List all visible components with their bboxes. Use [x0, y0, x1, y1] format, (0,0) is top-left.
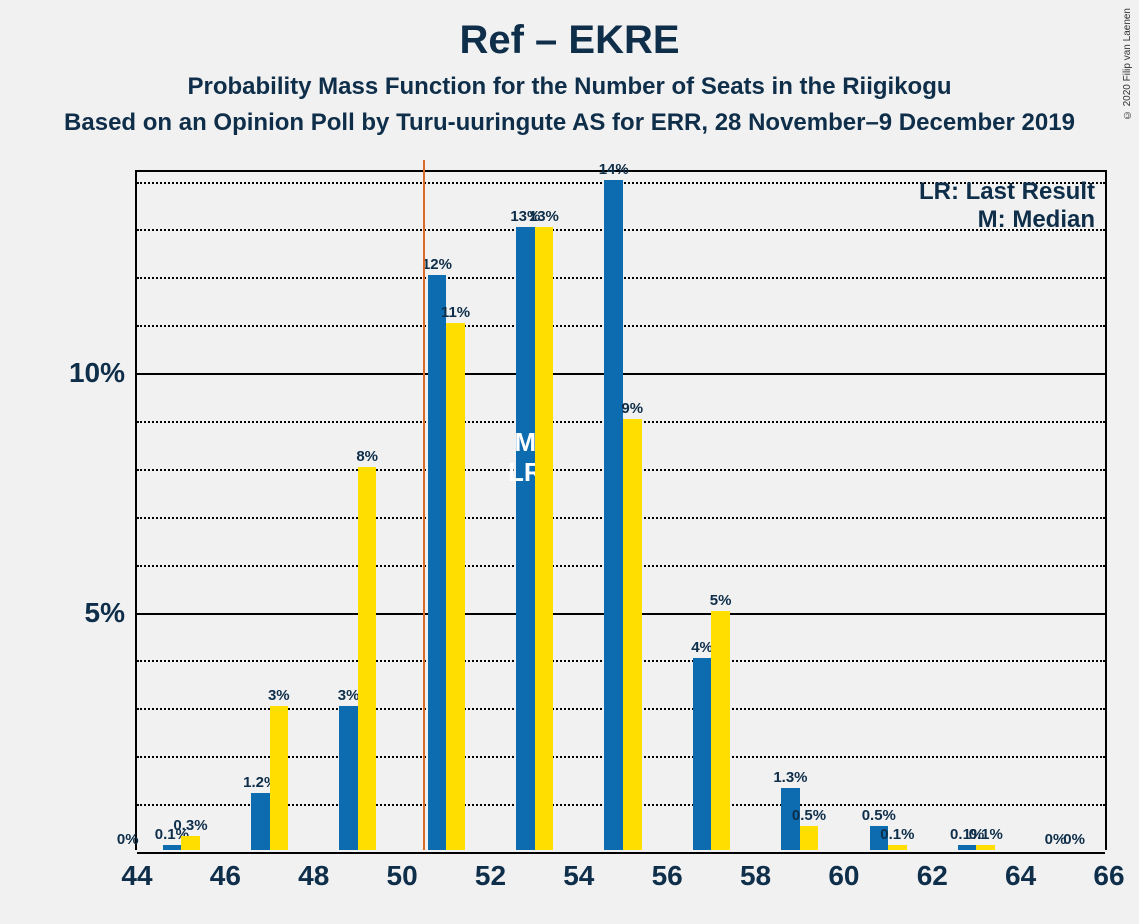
- x-tick-label: 58: [740, 850, 771, 892]
- x-tick-label: 46: [210, 850, 241, 892]
- bar-yellow: 0.5%: [800, 826, 819, 850]
- bar-label: 0.5%: [792, 807, 826, 826]
- bar-blue: 4%: [693, 658, 712, 850]
- bar-blue: 3%: [339, 706, 358, 850]
- x-tick-label: 62: [917, 850, 948, 892]
- bar-yellow: 0.1%: [888, 845, 907, 850]
- bar-yellow: 0.3%: [181, 836, 200, 850]
- bar-yellow: 3%: [270, 706, 289, 850]
- chart: 5%10%4446485052545658606264660%0.1%0.3%1…: [0, 0, 1139, 924]
- bar-label: 0.1%: [880, 826, 914, 845]
- x-tick-label: 66: [1093, 850, 1124, 892]
- bar-label: 0.1%: [969, 826, 1003, 845]
- bar-blue: 13%MLR: [516, 227, 535, 850]
- plot-area: 5%10%4446485052545658606264660%0.1%0.3%1…: [135, 170, 1107, 850]
- bar-label: 9%: [621, 400, 643, 419]
- x-tick-label: 50: [387, 850, 418, 892]
- y-tick-label: 10%: [69, 357, 137, 389]
- y-tick-label: 5%: [85, 597, 137, 629]
- x-tick-label: 48: [298, 850, 329, 892]
- x-tick-label: 64: [1005, 850, 1036, 892]
- bar-label: 11%: [441, 304, 470, 323]
- bar-label: 1.3%: [773, 769, 807, 788]
- legend-m: M: Median: [919, 206, 1095, 234]
- legend: LR: Last ResultM: Median: [919, 178, 1095, 234]
- bar-blue: 1.2%: [251, 793, 270, 850]
- bar-label: 3%: [338, 687, 360, 706]
- bar-label: 14%: [599, 161, 629, 180]
- bar-label: 0.3%: [173, 817, 207, 836]
- bar-label: 5%: [710, 592, 732, 611]
- bar-blue: 14%: [604, 180, 623, 850]
- bar-label: 8%: [356, 448, 378, 467]
- bar-yellow: 11%: [446, 323, 465, 850]
- x-tick-label: 52: [475, 850, 506, 892]
- x-tick-label: 60: [828, 850, 859, 892]
- last-result-line: [423, 160, 425, 850]
- bar-label: 13%: [529, 208, 559, 227]
- bar-label: 0%: [1063, 831, 1085, 850]
- bar-yellow: 9%: [623, 419, 642, 850]
- x-axis-line: [137, 852, 1105, 854]
- bar-label: 0.5%: [862, 807, 896, 826]
- bar-label: 0%: [117, 831, 139, 850]
- bar-yellow: 8%: [358, 467, 377, 850]
- bar-blue: 0.1%: [163, 845, 182, 850]
- bar-label: 12%: [422, 256, 452, 275]
- x-tick-label: 56: [652, 850, 683, 892]
- legend-lr: LR: Last Result: [919, 178, 1095, 206]
- bar-blue: 12%: [428, 275, 447, 850]
- bar-yellow: 5%: [711, 611, 730, 850]
- median-marker: M: [515, 427, 537, 458]
- bar-label: 3%: [268, 687, 290, 706]
- x-tick-label: 54: [563, 850, 594, 892]
- bar-yellow: 13%: [535, 227, 554, 850]
- bar-yellow: 0.1%: [976, 845, 995, 850]
- x-tick-label: 44: [121, 850, 152, 892]
- bar-blue: 0.1%: [958, 845, 977, 850]
- bar-label: 4%: [691, 639, 713, 658]
